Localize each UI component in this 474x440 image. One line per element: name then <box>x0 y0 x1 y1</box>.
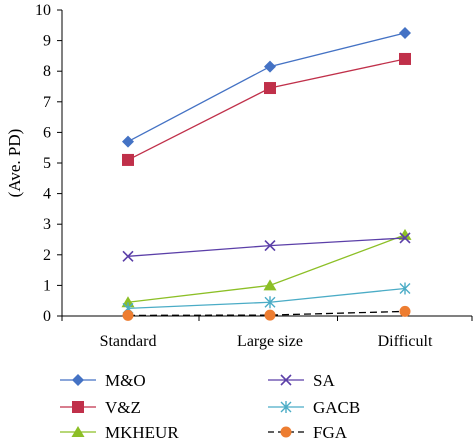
series-line <box>127 58 406 161</box>
series-line <box>127 237 406 257</box>
legend-label: GACB <box>313 398 360 417</box>
legend-label: MKHEUR <box>105 423 179 440</box>
y-tick-label: 7 <box>43 94 51 111</box>
data-point <box>398 228 412 240</box>
y-tick-label: 3 <box>43 216 51 233</box>
y-tick-label: 10 <box>35 2 51 19</box>
series-0 <box>122 26 411 148</box>
data-point <box>264 60 276 73</box>
y-tick-label: 1 <box>43 277 51 294</box>
series-1 <box>122 52 411 166</box>
legend-label: V&Z <box>105 398 141 417</box>
data-point <box>263 279 277 291</box>
data-point <box>399 282 411 295</box>
y-tick-label: 4 <box>43 186 51 203</box>
legend-label: FGA <box>313 423 348 440</box>
y-tick-label: 5 <box>43 155 51 172</box>
data-point <box>264 240 276 252</box>
data-point <box>122 250 134 262</box>
legend-marker <box>72 374 84 386</box>
data-point <box>264 296 276 309</box>
y-ticks: 0 1 2 3 4 5 6 7 8 9 10 <box>35 2 62 325</box>
series-4 <box>122 282 411 315</box>
y-tick-label: 8 <box>43 63 51 80</box>
series-3 <box>122 232 411 262</box>
legend-marker <box>72 401 84 413</box>
legend-label: SA <box>313 371 335 390</box>
legend-marker <box>71 426 85 437</box>
data-point <box>399 232 411 244</box>
legend-marker <box>280 426 292 438</box>
x-tick-label: Difficult <box>378 333 433 350</box>
y-tick-label: 6 <box>43 124 51 141</box>
data-point <box>122 135 134 148</box>
legend: M&O V&Z MKHEUR SA GACB FGA <box>60 371 360 440</box>
data-point <box>264 82 276 95</box>
data-point <box>399 52 411 65</box>
y-tick-label: 9 <box>43 33 51 50</box>
legend-marker <box>280 374 292 386</box>
series-line <box>127 310 406 317</box>
data-point <box>122 309 134 321</box>
data-point <box>264 309 276 321</box>
x-tick-label: Standard <box>100 333 157 350</box>
legend-item: M&O <box>60 371 146 390</box>
legend-item: SA <box>268 371 335 390</box>
data-point <box>399 26 411 39</box>
x-tick-label: Large size <box>237 333 303 350</box>
data-point <box>122 153 134 166</box>
series-5 <box>122 305 411 321</box>
legend-marker <box>280 401 292 413</box>
data-point <box>399 305 411 317</box>
legend-item: MKHEUR <box>60 423 179 440</box>
legend-label: M&O <box>105 371 146 390</box>
y-tick-label: 0 <box>43 308 51 325</box>
y-tick-label: 2 <box>43 247 51 264</box>
y-axis-label: (Ave. PD) <box>5 129 24 198</box>
legend-item: V&Z <box>60 398 141 417</box>
legend-item: GACB <box>268 398 360 417</box>
series-group <box>121 26 412 321</box>
x-ticks: Standard Large size Difficult <box>61 316 473 350</box>
legend-item: FGA <box>268 423 348 440</box>
